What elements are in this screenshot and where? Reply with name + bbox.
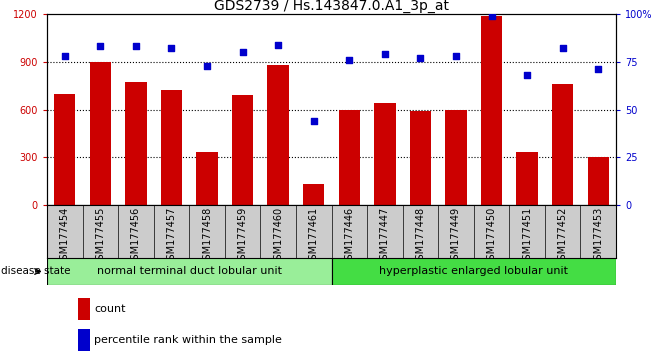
Bar — [78, 329, 90, 351]
Point — [593, 67, 603, 72]
Text: GSM177447: GSM177447 — [380, 207, 390, 266]
Bar — [47, 258, 331, 285]
Text: GSM177449: GSM177449 — [451, 207, 461, 266]
Text: GSM177460: GSM177460 — [273, 207, 283, 266]
Text: GSM177459: GSM177459 — [238, 207, 247, 266]
Bar — [125, 82, 146, 205]
Point — [450, 53, 461, 59]
Bar — [197, 153, 217, 205]
Bar — [54, 93, 76, 205]
Text: count: count — [94, 304, 126, 314]
Bar — [78, 298, 90, 320]
Point — [166, 46, 176, 51]
Point — [238, 49, 248, 55]
Point — [522, 72, 533, 78]
Text: GSM177451: GSM177451 — [522, 207, 532, 266]
Text: GSM177448: GSM177448 — [415, 207, 425, 266]
Point — [202, 63, 212, 68]
Bar — [161, 90, 182, 205]
Text: hyperplastic enlarged lobular unit: hyperplastic enlarged lobular unit — [380, 267, 568, 276]
Text: GSM177458: GSM177458 — [202, 207, 212, 266]
Bar — [232, 95, 253, 205]
Title: GDS2739 / Hs.143847.0.A1_3p_at: GDS2739 / Hs.143847.0.A1_3p_at — [214, 0, 449, 13]
Bar — [90, 62, 111, 205]
Bar — [552, 84, 574, 205]
Text: normal terminal duct lobular unit: normal terminal duct lobular unit — [97, 267, 282, 276]
Point — [309, 118, 319, 124]
Text: GSM177461: GSM177461 — [309, 207, 319, 266]
Bar — [331, 258, 616, 285]
Point — [131, 44, 141, 49]
Point — [486, 13, 497, 19]
Text: disease state: disease state — [1, 267, 70, 276]
Bar — [445, 109, 467, 205]
Bar — [481, 16, 502, 205]
Bar — [303, 184, 324, 205]
Text: GSM177450: GSM177450 — [486, 207, 497, 266]
Text: GSM177455: GSM177455 — [95, 207, 105, 266]
Point — [95, 44, 105, 49]
Bar — [516, 153, 538, 205]
Bar — [409, 111, 431, 205]
Text: GSM177446: GSM177446 — [344, 207, 354, 266]
Point — [344, 57, 355, 63]
Point — [60, 53, 70, 59]
Text: GSM177453: GSM177453 — [593, 207, 603, 266]
Text: percentile rank within the sample: percentile rank within the sample — [94, 335, 283, 346]
Text: GSM177456: GSM177456 — [131, 207, 141, 266]
Text: GSM177457: GSM177457 — [167, 207, 176, 266]
Point — [380, 51, 390, 57]
Bar — [268, 65, 289, 205]
Point — [557, 46, 568, 51]
Bar — [588, 157, 609, 205]
Bar — [374, 103, 396, 205]
Point — [273, 42, 283, 47]
Text: GSM177454: GSM177454 — [60, 207, 70, 266]
Bar — [339, 109, 360, 205]
Text: GSM177452: GSM177452 — [558, 207, 568, 266]
Point — [415, 55, 426, 61]
